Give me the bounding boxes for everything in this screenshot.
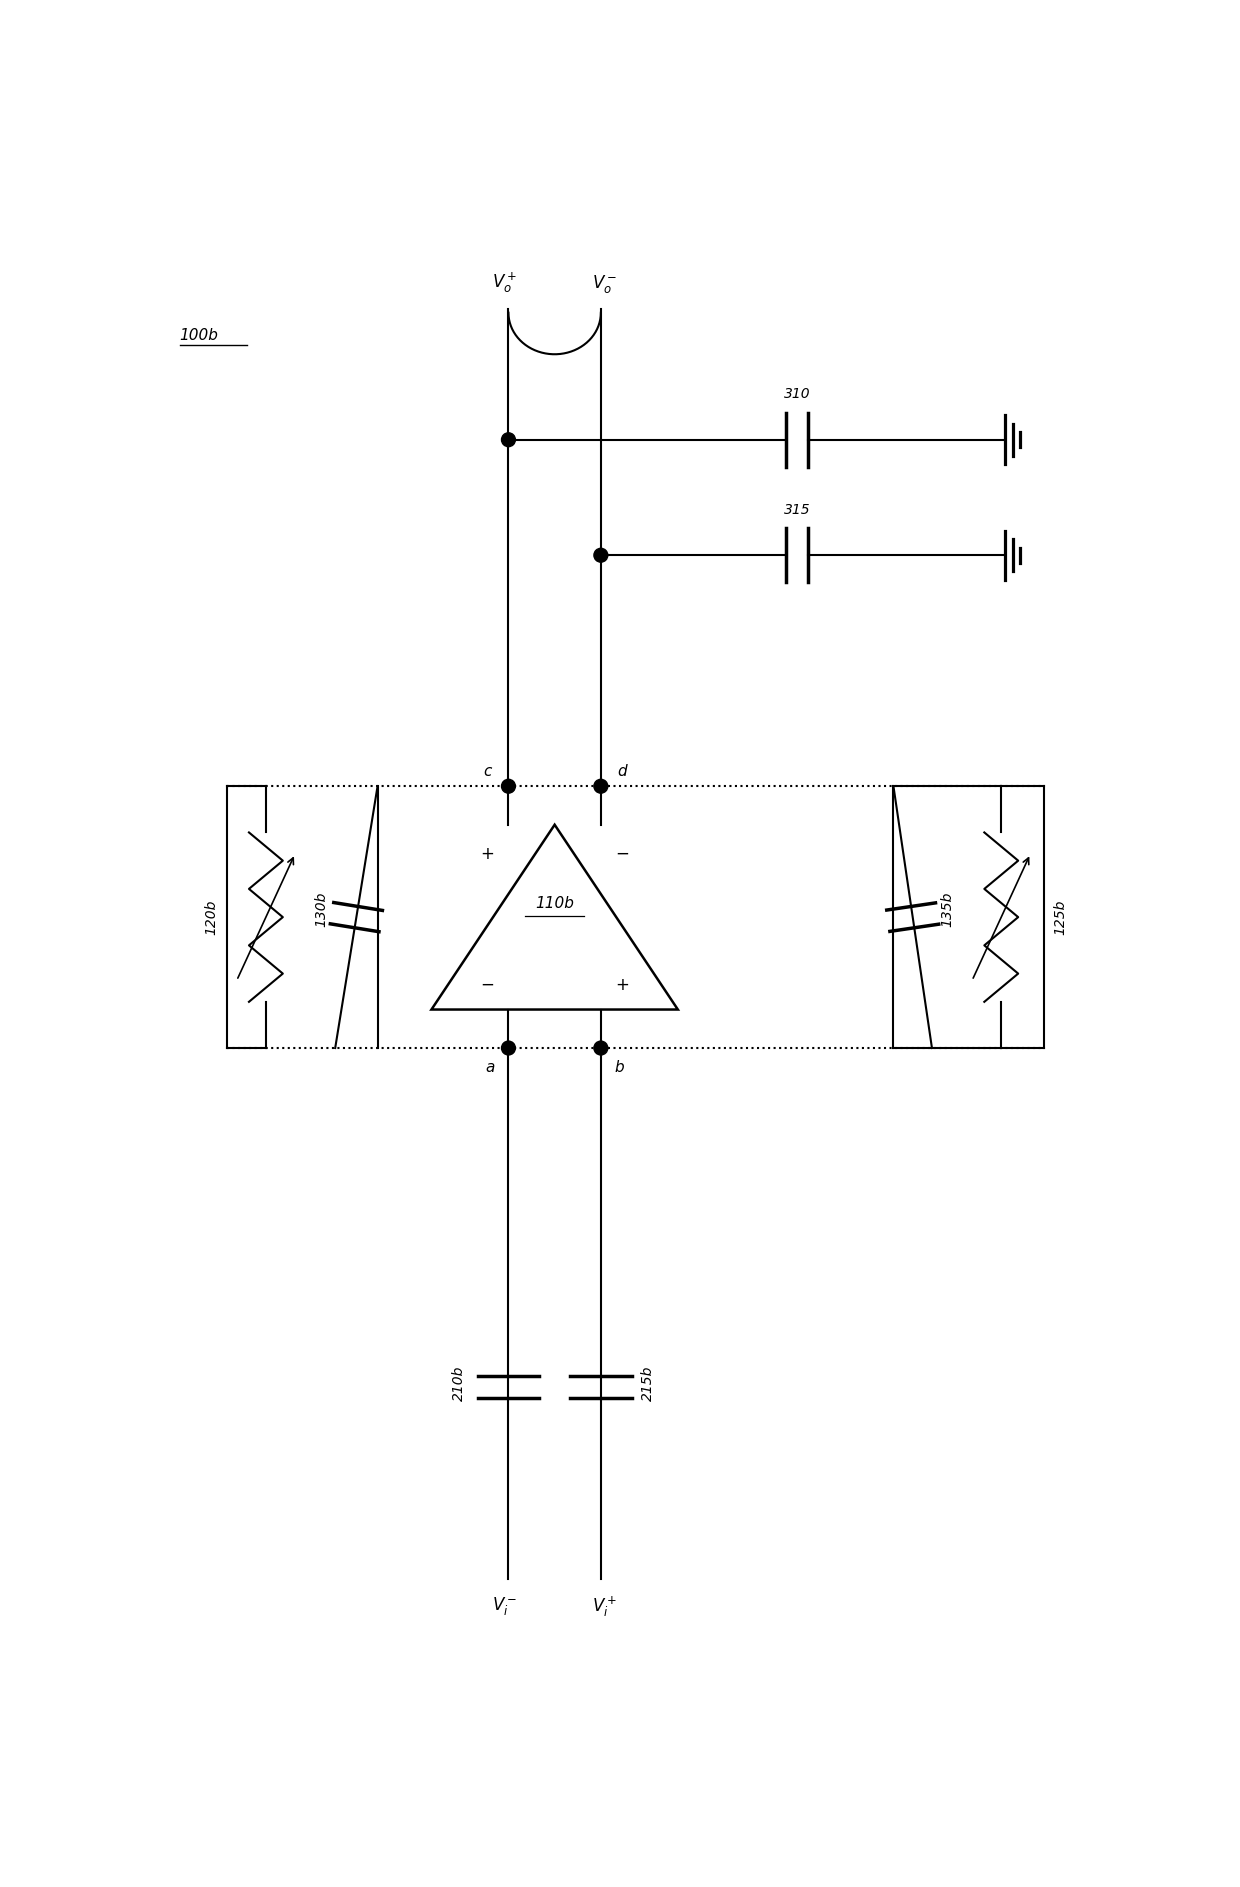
Text: 310: 310 bbox=[784, 387, 811, 402]
Text: b: b bbox=[615, 1060, 624, 1074]
Text: $V_o^+$: $V_o^+$ bbox=[492, 270, 517, 294]
Text: c: c bbox=[484, 764, 491, 779]
Text: 110b: 110b bbox=[536, 896, 574, 911]
Text: a: a bbox=[485, 1060, 495, 1074]
Circle shape bbox=[501, 779, 516, 793]
Circle shape bbox=[594, 549, 608, 562]
Text: 315: 315 bbox=[784, 502, 811, 517]
Circle shape bbox=[501, 1042, 516, 1055]
Text: −: − bbox=[480, 976, 494, 994]
Text: 210b: 210b bbox=[453, 1366, 466, 1400]
Text: 125b: 125b bbox=[1053, 900, 1066, 934]
Circle shape bbox=[594, 1042, 608, 1055]
Text: 135b: 135b bbox=[940, 893, 955, 927]
Text: 215b: 215b bbox=[641, 1366, 655, 1400]
Text: 120b: 120b bbox=[205, 900, 218, 934]
Text: $V_i^+$: $V_i^+$ bbox=[591, 1595, 618, 1619]
Text: $V_i^-$: $V_i^-$ bbox=[492, 1595, 517, 1617]
Text: 130b: 130b bbox=[315, 893, 329, 927]
Text: +: + bbox=[615, 976, 630, 994]
Text: +: + bbox=[480, 845, 494, 862]
Text: −: − bbox=[615, 845, 630, 862]
Text: d: d bbox=[618, 764, 627, 779]
Circle shape bbox=[594, 779, 608, 793]
Text: 100b: 100b bbox=[180, 328, 218, 343]
Circle shape bbox=[501, 432, 516, 447]
Text: $V_o^-$: $V_o^-$ bbox=[591, 274, 618, 294]
